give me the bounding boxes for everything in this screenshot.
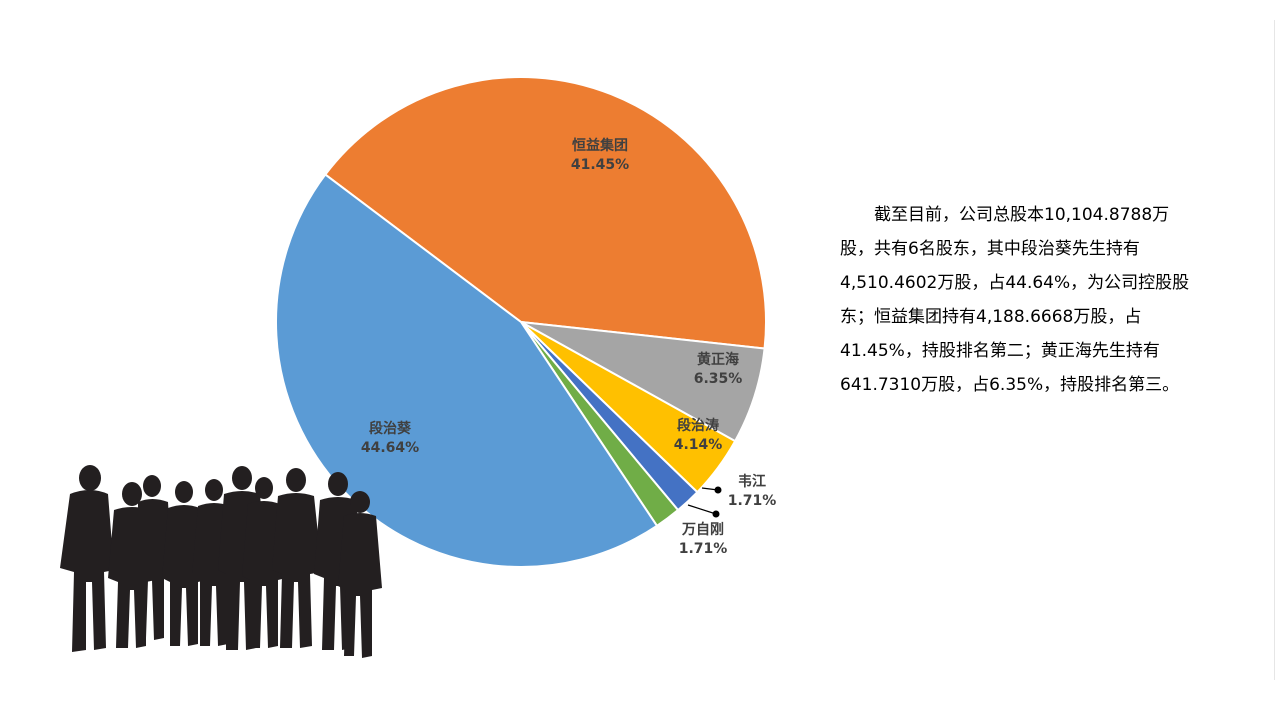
slice-percent-label: 41.45% xyxy=(571,157,629,173)
slice-percent-label: 1.71% xyxy=(728,493,777,509)
slice-category-label: 段治葵 xyxy=(369,420,412,437)
leader-line xyxy=(687,504,717,515)
slice-percent-label: 6.35% xyxy=(694,371,743,387)
shareholding-description: 截至目前，公司总股本10,104.8788万股，共有6名股东，其中段治葵先生持有… xyxy=(840,205,1190,395)
slice-category-label: 万自刚 xyxy=(681,521,724,538)
pie-slice-0 xyxy=(323,76,768,350)
slice-percent-label: 1.71% xyxy=(679,541,728,557)
slide-edge-divider xyxy=(1274,20,1275,680)
leader-dot xyxy=(712,510,720,518)
slice-category-label: 韦江 xyxy=(738,473,766,490)
leader-dot xyxy=(714,486,722,494)
slice-percent-label: 44.64% xyxy=(361,440,419,456)
slice-category-label: 恒益集团 xyxy=(572,137,628,154)
slice-category-label: 段治涛 xyxy=(677,417,719,434)
slice-percent-label: 4.14% xyxy=(674,437,723,453)
people-silhouette-icon xyxy=(60,465,382,658)
slice-category-label: 黄正海 xyxy=(697,351,739,368)
